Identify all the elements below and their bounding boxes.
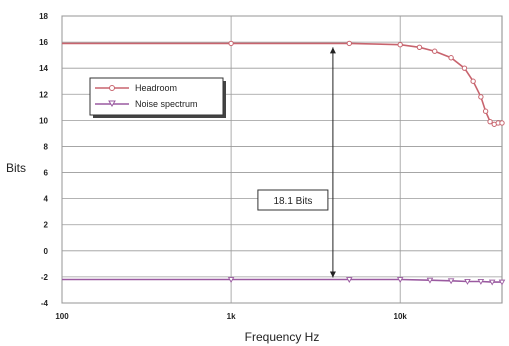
series-point — [346, 277, 353, 283]
annotation-arrow-head-up — [329, 47, 336, 54]
y-tick-label: 16 — [39, 38, 48, 47]
series-point — [487, 118, 493, 125]
axes: -4 -2 0 2 4 6 8 10 12 14 16 18 100 1k 10k — [39, 12, 407, 321]
series-point — [228, 40, 234, 47]
series-point — [499, 120, 505, 126]
x-tick-label: 1k — [227, 312, 236, 321]
y-tick-label: 0 — [44, 247, 49, 256]
y-tick-label: 14 — [39, 64, 48, 73]
annotation-label: 18.1 Bits — [273, 196, 312, 207]
y-tick-label: -4 — [41, 299, 49, 308]
series-point — [448, 55, 454, 61]
legend-marker-headroom — [109, 85, 115, 91]
series-point — [396, 277, 404, 283]
series-point — [447, 278, 455, 285]
y-tick-label: -2 — [41, 273, 49, 282]
x-axis-title: Frequency Hz — [245, 330, 320, 344]
series-point — [477, 279, 485, 285]
series-point — [346, 40, 352, 47]
series-point — [227, 277, 235, 283]
legend-label-headroom: Headroom — [135, 83, 177, 93]
series-point — [464, 279, 471, 285]
y-tick-label: 12 — [39, 90, 48, 99]
series-point — [397, 42, 403, 48]
y-tick-label: 10 — [39, 116, 48, 125]
series-point — [432, 48, 438, 54]
legend-label-noise: Noise spectrum — [135, 99, 198, 109]
series-point — [470, 78, 476, 84]
legend-marker-noise — [108, 100, 116, 107]
y-tick-label: 6 — [44, 169, 49, 178]
series-point — [482, 108, 489, 114]
y-axis-title: Bits — [6, 161, 26, 175]
annotation-layer: 18.1 Bits — [257, 47, 336, 278]
plot-area — [61, 15, 503, 304]
legend: Headroom Noise spectrum — [89, 77, 226, 118]
legend-box — [89, 77, 224, 116]
y-tick-label: 4 — [44, 195, 49, 204]
series-point — [498, 279, 506, 286]
series-point — [488, 279, 496, 286]
series-point — [461, 65, 468, 71]
series-point — [416, 44, 423, 51]
series-line-1 — [62, 278, 502, 283]
y-tick-label: 8 — [44, 142, 49, 151]
annotation-box — [257, 189, 329, 211]
y-tick-label: 2 — [44, 221, 49, 230]
y-tick-label: 18 — [39, 12, 48, 21]
series-point — [426, 277, 434, 284]
x-tick-label: 100 — [55, 312, 69, 321]
annotation-arrow-head-down — [329, 271, 336, 278]
series-point — [478, 94, 484, 100]
x-tick-label: 10k — [394, 312, 408, 321]
series-layer — [62, 40, 506, 286]
